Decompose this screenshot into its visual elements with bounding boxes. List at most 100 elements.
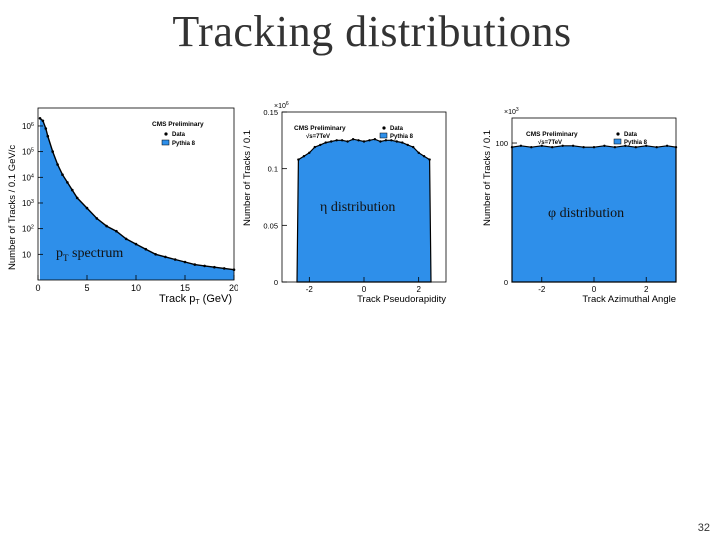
pt-x-axis-label: Track pT (GeV) [159,293,232,306]
phi-y-tick-label: 100 [495,139,508,148]
pt-data-point [46,134,50,138]
pt-data-point [193,263,197,266]
pt-data-point [183,260,187,264]
pt-y-tick-exp: 4 [31,173,34,179]
pt-data-point [51,150,54,153]
pt-x-tick-label: 5 [84,283,89,293]
phi-x-tick-label: 0 [592,285,597,294]
eta-data-point [297,158,300,161]
eta-data-point [395,140,398,143]
legend-data-label: Data [172,132,186,138]
pt-data-point [144,247,148,251]
pt-data-point [124,237,128,241]
pt-xlabel-rest: (GeV) [200,293,232,305]
pt-data-point [85,206,89,210]
eta-data-point [324,141,327,144]
pt-caption-sub: T [63,252,69,263]
phi-y-multiplier: ×103 [504,107,519,116]
eta-y-axis-label: Number of Tracks / 0.1 [242,130,253,226]
eta-data-point [308,151,311,154]
pt-y-tick-label: 104 [22,173,34,182]
legend-data-marker [616,132,620,136]
phi-x-tick-label: -2 [538,285,546,294]
eta-data-point [351,138,355,141]
pt-y-tick-label: 105 [22,148,34,157]
eta-x-axis-label: Track Pseudorapidity [357,294,446,305]
legend-data-marker [164,132,168,136]
pt-y-tick-exp: 3 [31,199,34,205]
pt-data-point [164,255,167,259]
eta-distribution-chart: 0 0.05 0.1 0.15 -2 0 2 Track Pseudorapidity Numb… [238,96,452,308]
eta-data-point [417,151,420,154]
eta-x-tick-label: 0 [362,285,367,294]
pt-x-tick-label: 15 [180,283,190,293]
eta-data-point [313,145,316,149]
eta-data-point [362,140,366,143]
legend-mc-label: Pythia 8 [624,140,648,146]
eta-data-point [335,139,338,142]
slide-title: Tracking distributions [172,7,572,56]
pt-x-tick-label: 10 [131,283,141,293]
pt-xlabel-base: Track p [159,293,195,305]
phi-data-point [582,146,585,149]
eta-data-point [406,143,409,147]
eta-data-point [340,139,344,142]
pt-data-point [173,258,177,261]
pt-caption-base: p [56,246,63,261]
pt-y-tick-base: 10 [22,225,31,234]
eta-data-point [346,140,349,143]
phi-data-point [592,146,596,149]
legend-mc-swatch [613,138,622,145]
phi-caption: φ distribution [548,206,625,221]
pt-data-point [222,267,226,270]
pt-spectrum-chart: 10 102 103 104 105 106 0 5 10 15 20 Track pT (GeV) N… [4,94,240,306]
phi-data-point [655,146,658,149]
eta-data-point [357,139,360,142]
legend-header: CMS Preliminary [152,121,204,128]
pt-x-tick-label: 20 [229,283,239,293]
pt-y-tick-label: 106 [22,122,34,131]
phi-data-point [624,144,627,147]
phi-y-tick-label: 0 [504,278,508,287]
phi-data-point [603,144,606,147]
phi-data-point [645,144,648,147]
eta-y-multiplier: ×106 [274,101,289,110]
legend-data-label: Data [390,126,404,132]
pt-y-tick-base: 10 [22,199,31,208]
eta-data-point [412,145,415,149]
eta-y-tick-label: 0.05 [263,221,278,230]
legend-data-marker [382,126,386,130]
eta-data-point [422,155,426,158]
phi-multiplier-base: ×10 [504,109,516,116]
phi-multiplier-exp: 3 [516,107,519,113]
pt-y-tick-label: 103 [22,199,34,208]
pt-y-tick-base: 10 [22,250,31,259]
pt-y-tick-exp: 2 [31,225,34,231]
phi-mc-area [511,145,677,283]
phi-data-point [561,144,564,147]
pt-y-tick-label: 102 [22,225,34,234]
eta-y-tick-label: 0.15 [263,108,278,117]
legend-data-label: Data [624,132,638,138]
eta-multiplier-base: ×10 [274,103,286,110]
pt-caption-rest: spectrum [68,246,124,261]
pt-data-point [203,264,206,268]
phi-data-point [530,146,533,149]
pt-data-point [41,119,45,123]
pt-y-tick-base: 10 [22,122,31,131]
eta-data-point [384,139,388,142]
legend-mc-swatch [379,132,388,139]
eta-data-point [379,140,382,143]
legend-header: CMS Preliminary [294,125,346,132]
pt-spectrum-caption: pT spectrum [56,246,123,263]
pt-data-point [56,163,59,166]
legend-mc-label: Pythia 8 [390,134,414,140]
pt-y-tick-label: 10 [22,250,31,259]
pt-data-point [71,188,74,192]
eta-data-point [428,158,431,161]
pt-data-point [213,265,216,269]
pt-y-tick-exp: 5 [31,148,34,154]
eta-y-tick-label: 0.1 [268,165,278,174]
